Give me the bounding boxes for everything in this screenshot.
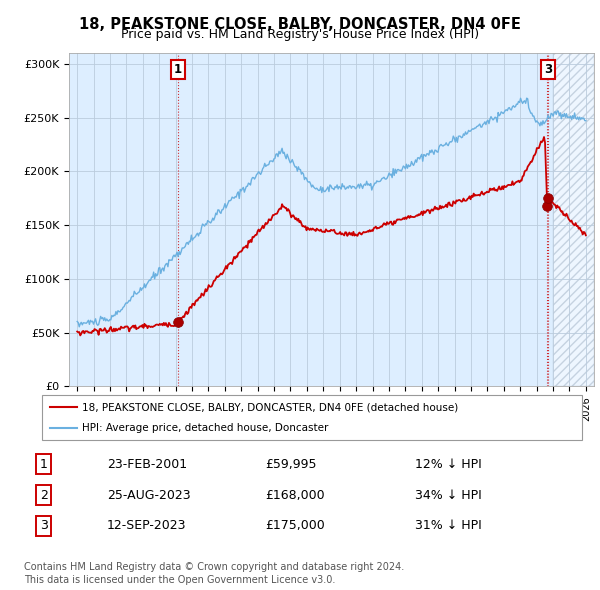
- Text: Price paid vs. HM Land Registry's House Price Index (HPI): Price paid vs. HM Land Registry's House …: [121, 28, 479, 41]
- Text: 1: 1: [40, 457, 47, 471]
- Text: 12-SEP-2023: 12-SEP-2023: [107, 519, 187, 533]
- Text: 25-AUG-2023: 25-AUG-2023: [107, 489, 191, 502]
- Text: HPI: Average price, detached house, Doncaster: HPI: Average price, detached house, Donc…: [83, 422, 329, 432]
- Text: 1: 1: [174, 63, 182, 76]
- Text: 34% ↓ HPI: 34% ↓ HPI: [415, 489, 482, 502]
- Text: 18, PEAKSTONE CLOSE, BALBY, DONCASTER, DN4 0FE (detached house): 18, PEAKSTONE CLOSE, BALBY, DONCASTER, D…: [83, 402, 459, 412]
- Bar: [553, 53, 594, 386]
- Text: £175,000: £175,000: [265, 519, 325, 533]
- Text: 31% ↓ HPI: 31% ↓ HPI: [415, 519, 482, 533]
- Text: £168,000: £168,000: [265, 489, 325, 502]
- Bar: [553, 53, 594, 386]
- Text: 2: 2: [40, 489, 47, 502]
- Text: 3: 3: [544, 63, 552, 76]
- Text: Contains HM Land Registry data © Crown copyright and database right 2024.
This d: Contains HM Land Registry data © Crown c…: [24, 562, 404, 585]
- Text: 3: 3: [40, 519, 47, 533]
- Text: 18, PEAKSTONE CLOSE, BALBY, DONCASTER, DN4 0FE: 18, PEAKSTONE CLOSE, BALBY, DONCASTER, D…: [79, 17, 521, 31]
- Text: 23-FEB-2001: 23-FEB-2001: [107, 457, 187, 471]
- Text: 12% ↓ HPI: 12% ↓ HPI: [415, 457, 482, 471]
- Text: £59,995: £59,995: [265, 457, 317, 471]
